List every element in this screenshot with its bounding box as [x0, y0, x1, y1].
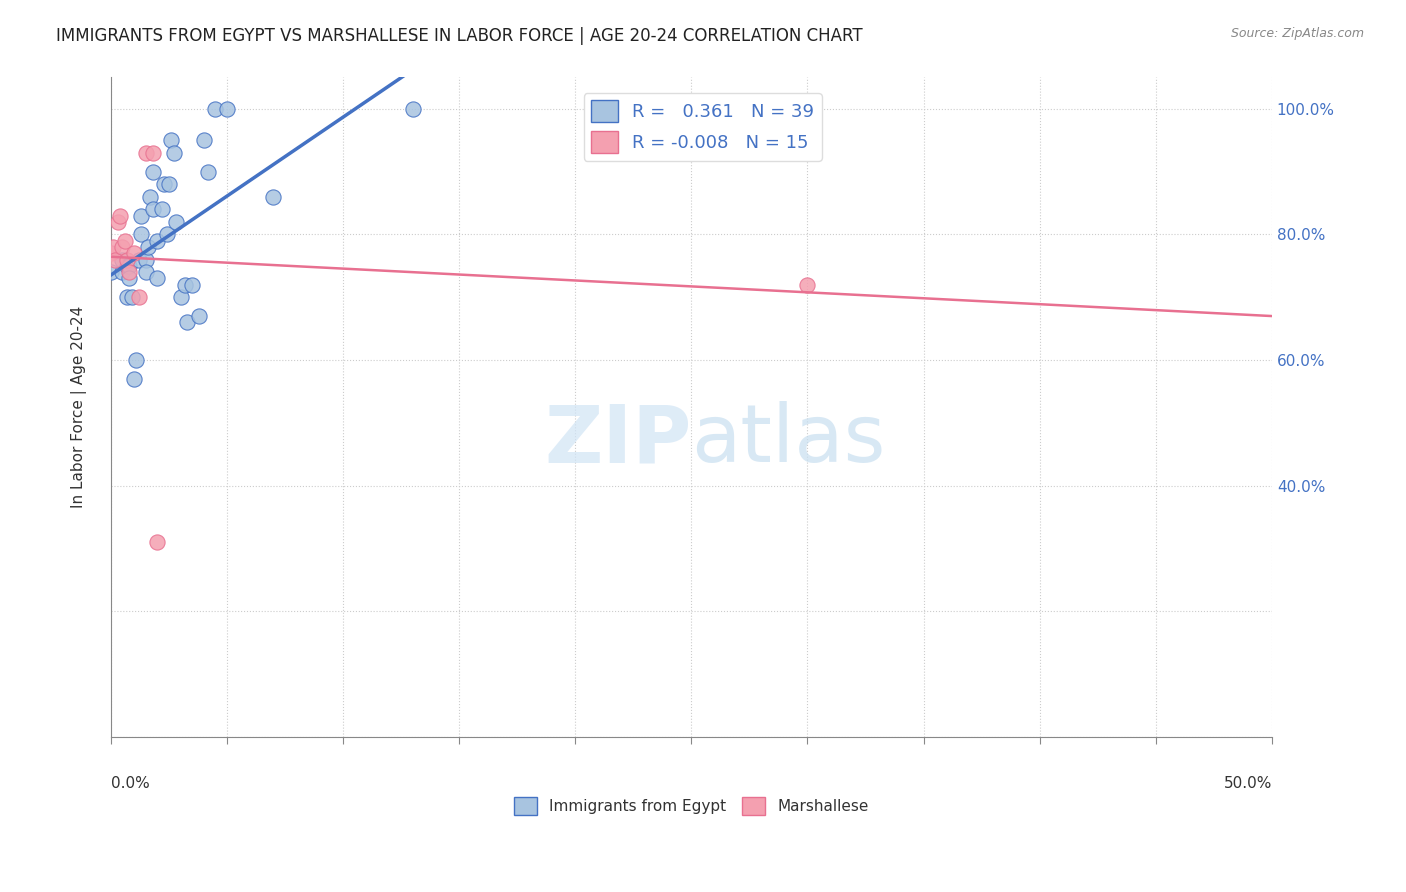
- Point: [204, 102, 226, 116]
- Point: [135, 265, 157, 279]
- Text: 0.0%: 0.0%: [111, 776, 149, 791]
- Point: [107, 215, 129, 229]
- Point: [262, 190, 284, 204]
- Point: [181, 277, 204, 292]
- Point: [125, 353, 148, 368]
- Text: IMMIGRANTS FROM EGYPT VS MARSHALLESE IN LABOR FORCE | AGE 20-24 CORRELATION CHAR: IMMIGRANTS FROM EGYPT VS MARSHALLESE IN …: [56, 27, 863, 45]
- Point: [111, 252, 134, 267]
- Point: [402, 102, 425, 116]
- Point: [160, 133, 183, 147]
- Point: [169, 290, 191, 304]
- Point: [162, 145, 184, 160]
- Point: [128, 290, 150, 304]
- Point: [100, 246, 122, 260]
- Point: [122, 372, 145, 386]
- Text: atlas: atlas: [692, 401, 886, 479]
- Point: [142, 202, 165, 217]
- Point: [155, 227, 177, 242]
- Point: [135, 145, 157, 160]
- Point: [115, 252, 138, 267]
- Point: [128, 252, 150, 267]
- Point: [111, 240, 134, 254]
- Point: [122, 246, 145, 260]
- Point: [129, 227, 152, 242]
- Point: [157, 178, 180, 192]
- Point: [100, 265, 122, 279]
- Point: [193, 133, 215, 147]
- Text: Source: ZipAtlas.com: Source: ZipAtlas.com: [1230, 27, 1364, 40]
- Point: [115, 290, 138, 304]
- Point: [129, 209, 152, 223]
- Point: [146, 271, 169, 285]
- Point: [139, 190, 162, 204]
- Point: [108, 209, 131, 223]
- Point: [118, 259, 141, 273]
- Point: [796, 277, 818, 292]
- Point: [215, 102, 238, 116]
- Text: 50.0%: 50.0%: [1223, 776, 1272, 791]
- Point: [153, 178, 176, 192]
- Point: [111, 265, 134, 279]
- Point: [121, 290, 143, 304]
- Point: [118, 271, 141, 285]
- Point: [104, 252, 127, 267]
- Point: [146, 535, 169, 549]
- Point: [135, 252, 157, 267]
- Y-axis label: In Labor Force | Age 20-24: In Labor Force | Age 20-24: [72, 306, 87, 508]
- Legend: Immigrants from Egypt, Marshallese: Immigrants from Egypt, Marshallese: [508, 790, 875, 822]
- Point: [142, 145, 165, 160]
- Point: [136, 240, 159, 254]
- Point: [101, 240, 124, 254]
- Point: [176, 315, 198, 329]
- Point: [174, 277, 197, 292]
- Point: [118, 265, 141, 279]
- Point: [114, 234, 136, 248]
- Point: [188, 309, 211, 323]
- Point: [146, 234, 169, 248]
- Point: [197, 164, 219, 178]
- Point: [165, 215, 187, 229]
- Point: [150, 202, 173, 217]
- Point: [142, 164, 165, 178]
- Text: ZIP: ZIP: [544, 401, 692, 479]
- Point: [115, 259, 138, 273]
